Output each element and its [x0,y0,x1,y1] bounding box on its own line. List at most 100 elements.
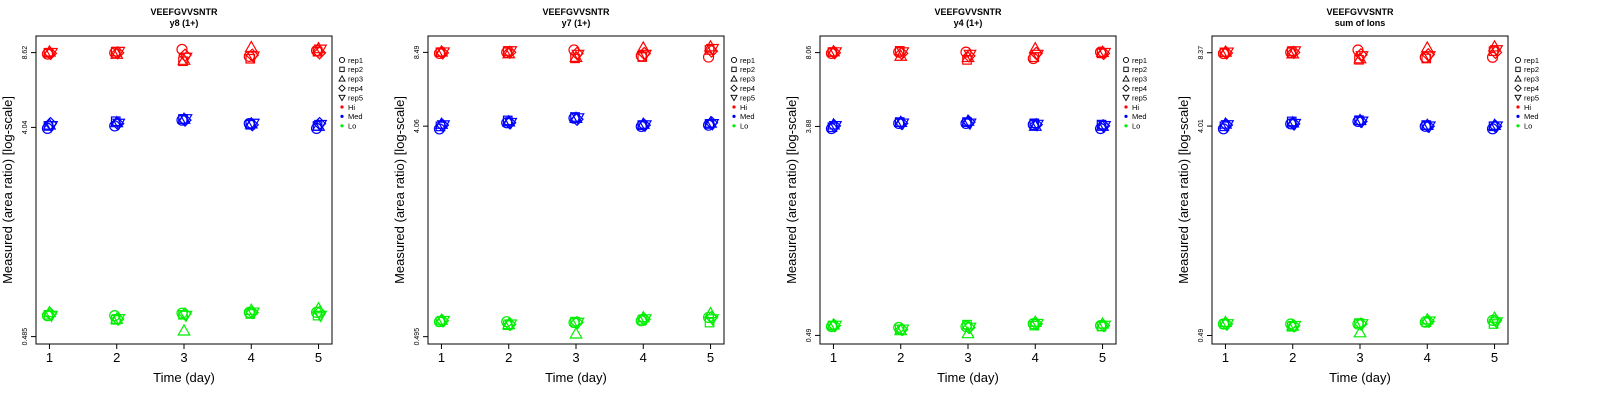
y-axis-label: Measured (area ratio) [log-scale] [0,96,15,284]
data-point-hi-rep5 [1287,46,1302,59]
data-point-med-rep5 [705,119,720,131]
data-point-lo-rep5 [1097,320,1112,333]
data-point-med-rep5 [313,119,328,132]
data-point-lo-rep3 [569,326,583,339]
data-point-lo-rep3 [1353,325,1367,338]
data-point-hi-rep4 [1096,46,1111,61]
data-point-med-rep5 [963,118,977,131]
legend-label: rep4 [348,84,363,93]
data-point-med-rep4 [178,113,192,127]
x-tick-label: 4 [640,350,647,365]
y-tick-label: 4.04 [22,120,29,134]
data-point-hi-rep5 [111,46,126,59]
data-point-lo-rep4 [312,305,327,320]
plot-frame [1211,35,1509,345]
y-tick-label: 0.49 [806,328,813,342]
legend-label: rep5 [1524,93,1539,102]
legend-label: rep4 [1132,84,1147,93]
data-point-med-rep5 [1422,121,1437,134]
legend-label: rep2 [1132,65,1147,74]
legend-marker-rep2 [1515,66,1521,73]
data-point-hi-rep5 [313,44,328,57]
data-point-hi-rep1 [702,51,715,63]
data-point-lo-rep5 [1030,318,1045,331]
data-point-hi-rep4 [110,45,125,60]
x-tick-label: 2 [505,350,512,365]
legend-label: rep1 [740,56,755,65]
data-point-lo-rep5 [44,310,59,323]
y-tick-label: 0.49 [1198,329,1205,343]
x-tick-label: 5 [1491,350,1498,365]
data-point-lo-rep5 [705,314,720,327]
legend-marker-rep3 [1514,74,1522,82]
x-tick-label: 3 [1356,350,1363,365]
x-tick-label: 3 [180,350,187,365]
x-tick-label: 1 [46,350,53,365]
legend-label: Hi [1132,103,1139,112]
legend-label: rep1 [348,56,363,65]
legend-label: Lo [740,122,748,131]
data-point-med-rep5 [828,121,843,133]
data-point-hi-rep2 [894,46,905,56]
data-point-hi-rep4 [43,46,58,61]
data-point-lo-rep5 [503,319,518,332]
data-point-hi-rep5 [246,51,261,64]
chart-title: VEEFGVVSNTR [934,7,1002,17]
legend-marker-rep2 [339,66,345,73]
data-point-hi-rep4 [827,45,842,60]
data-point-hi-rep5 [963,49,977,62]
y-tick-label: 3.88 [806,120,813,134]
y-axis-label: Measured (area ratio) [log-scale] [784,96,799,284]
chart-panel-4: VEEFGVVSNTR sum of Ions 1 2 3 4 5 Time (day) 0.4… [1176,0,1568,400]
data-point-hi-rep5 [895,47,910,60]
data-point-hi-rep5 [44,47,59,60]
legend-marker-hi [340,105,344,109]
legend-marker-med [1516,114,1520,118]
x-axis-label: Time (day) [937,370,999,385]
data-point-med-rep5 [179,114,193,126]
data-point-lo-rep5 [313,310,328,323]
y-tick-label: 4.06 [414,119,421,133]
legend-label: Hi [740,103,747,112]
x-tick-label: 3 [572,350,579,365]
legend-label: Med [740,112,755,121]
data-point-hi-rep4 [1286,45,1301,60]
chart-subtitle: y7 (1+) [562,18,591,28]
chart-subtitle: y8 (1+) [170,18,199,28]
legend-label: Hi [1524,103,1531,112]
x-tick-label: 2 [113,350,120,365]
data-point-hi-rep5 [1422,51,1437,63]
data-point-lo-rep5 [828,320,843,333]
legend-marker-lo [340,124,344,128]
data-point-med-rep4 [570,112,584,127]
data-point-med-rep5 [638,120,653,133]
legend-marker-rep3 [730,74,738,82]
data-point-lo-rep4 [43,307,58,321]
data-point-med-rep5 [895,118,910,131]
legend-marker-rep4 [1122,84,1130,92]
legend-label: rep3 [1524,75,1539,84]
data-point-hi-rep4 [1219,46,1234,60]
legend-label: rep5 [348,93,363,102]
data-point-hi-rep5 [503,46,518,59]
legend-label: rep2 [1524,65,1539,74]
y-tick-label: 0.485 [22,328,29,346]
y-tick-label: 8.49 [414,45,421,59]
data-point-hi-rep5 [436,47,451,60]
legend-marker-rep1 [338,56,346,64]
data-point-med-rep5 [503,117,518,130]
legend-marker-rep3 [338,74,346,82]
data-point-hi-rep1 [1486,51,1499,63]
data-point-hi-rep5 [571,49,585,62]
chart-title: VEEFGVVSNTR [150,7,218,17]
data-point-hi-rep3 [1028,41,1043,54]
data-point-hi-rep5 [705,43,720,56]
data-point-lo-rep5 [436,315,451,328]
data-point-lo-rep5 [963,322,977,335]
data-point-lo-rep5 [638,314,653,327]
legend-marker-hi [1124,105,1128,109]
legend-label: rep1 [1524,56,1539,65]
